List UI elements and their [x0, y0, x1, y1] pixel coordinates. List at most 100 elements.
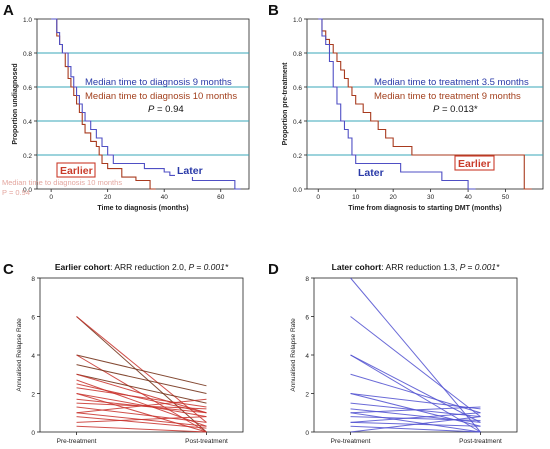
y-tick-label: 8: [31, 276, 35, 283]
x-tick-label: 10: [352, 194, 360, 201]
p-value-annotation: P = 0.94: [148, 104, 184, 115]
km-plot-b: 0.0 0.2 0.4 0.6 0.8 1.0 0 10 20 30 40 50 Proportion …: [282, 17, 544, 212]
x-category-label: Pre-treatment: [331, 438, 371, 445]
patient-line: [350, 393, 481, 410]
y-tick-label: 0.6: [23, 85, 32, 92]
y-tick-label: 4: [305, 353, 309, 360]
y-tick-label: 1.0: [293, 17, 302, 24]
panel-title: Later cohort: ARR reduction 1.3, P = 0.0…: [332, 262, 500, 272]
patient-line: [76, 425, 207, 433]
y-tick-label: 4: [31, 353, 35, 360]
panel-title: Earlier cohort: ARR reduction 2.0, P = 0…: [55, 262, 229, 272]
y-axis-label: Proportion undiagnosed: [12, 63, 19, 144]
y-tick-label: 8: [305, 276, 309, 283]
patient-line: [76, 393, 207, 433]
y-tick-label: 0.4: [293, 119, 302, 126]
patient-line: [76, 364, 207, 394]
median-earlier-annotation: Median time to treatment 9 months: [374, 91, 521, 102]
p-number: = 0.94: [154, 104, 183, 115]
arr-plot-c: Earlier cohort: ARR reduction 2.0, P = 0…: [16, 262, 244, 445]
patient-line: [350, 354, 481, 423]
x-category-label: Pre-treatment: [57, 438, 97, 445]
y-axis-label: Annualised Relapse Rate: [16, 318, 23, 392]
median-later-annotation: Median time to diagnosis 9 months: [85, 77, 232, 88]
x-tick-label: 0: [316, 194, 320, 201]
later-label: Later: [177, 165, 203, 177]
y-tick-label: 0.6: [293, 85, 302, 92]
patient-line: [76, 393, 207, 418]
y-tick-label: 0.0: [293, 187, 302, 194]
faded-overlay-text: Median time to diagnosis 10 months: [2, 178, 122, 187]
arr-plot-d: Later cohort: ARR reduction 1.3, P = 0.0…: [290, 262, 518, 445]
patient-line: [76, 316, 207, 423]
p-number: = 0.001*: [194, 262, 229, 272]
x-axis-label: Time to diagnosis (months): [97, 205, 188, 212]
patient-line: [350, 425, 481, 433]
y-axis-label: Proportion pre-treatment: [282, 62, 289, 146]
patient-line: [76, 373, 207, 404]
patient-line: [350, 416, 481, 421]
panel-letter-c: C: [3, 261, 14, 278]
x-category-label: Post-treatment: [185, 438, 228, 445]
x-tick-label: 60: [217, 194, 225, 201]
patient-line: [76, 373, 207, 414]
plot-frame: [306, 18, 544, 190]
p-value-annotation: P = 0.013*: [433, 104, 478, 115]
median-later-annotation: Median time to treatment 3.5 months: [374, 77, 529, 88]
y-tick-label: 0: [305, 430, 309, 437]
patient-line: [350, 412, 481, 433]
cohort-name: Earlier cohort: [55, 262, 110, 272]
y-tick-label: 0.8: [293, 51, 302, 58]
panel-letter-a: A: [3, 2, 14, 19]
faded-overlay-text: P = 0.94: [2, 188, 30, 197]
patient-line: [350, 412, 481, 423]
y-tick-label: 6: [31, 315, 35, 322]
patient-line: [76, 354, 207, 387]
later-label-box: [175, 163, 208, 177]
y-tick-label: 6: [305, 315, 309, 322]
km-curve-earlier: [318, 18, 532, 190]
earlier-label: Earlier: [60, 165, 93, 177]
y-tick-label: 0.2: [23, 153, 32, 160]
y-tick-label: 2: [31, 392, 35, 399]
x-tick-label: 30: [427, 194, 435, 201]
p-symbol: P: [433, 104, 440, 115]
patient-line: [76, 398, 207, 414]
km-curve-later: [51, 18, 241, 190]
patient-line: [76, 387, 207, 408]
earlier-label: Earlier: [458, 158, 491, 170]
title-text: : ARR reduction 2.0,: [110, 262, 188, 272]
patient-line: [76, 416, 207, 423]
x-category-label: Post-treatment: [459, 438, 502, 445]
x-axis-label: Time from diagnosis to starting DMT (mon…: [348, 205, 501, 212]
title-text: : ARR reduction 1.3,: [381, 262, 459, 272]
x-tick-label: 20: [104, 194, 112, 201]
earlier-label-box: [56, 162, 96, 178]
y-tick-label: 1.0: [23, 17, 32, 24]
y-tick-label: 0.2: [293, 153, 302, 160]
patient-line: [350, 416, 481, 433]
patient-line: [76, 379, 207, 427]
p-symbol: P: [189, 262, 195, 272]
p-symbol: P: [148, 104, 155, 115]
earlier-label-box: [454, 155, 495, 171]
patient-line: [76, 406, 207, 423]
x-tick-label: 50: [502, 194, 510, 201]
patient-line: [350, 316, 481, 417]
p-symbol: P: [460, 262, 466, 272]
y-tick-label: 0: [31, 430, 35, 437]
plot-frame: [36, 18, 250, 190]
p-number: = 0.013*: [439, 104, 478, 115]
later-label: Later: [358, 167, 384, 179]
km-plot-a: 0.0 0.2 0.4 0.6 0.8 1.0 0 20 40 60 Proportion undi…: [2, 17, 250, 212]
panel-letter-d: D: [268, 261, 279, 278]
cohort-name: Later cohort: [332, 262, 382, 272]
y-tick-label: 0.8: [23, 51, 32, 58]
y-tick-label: 2: [305, 392, 309, 399]
p-number: = 0.001*: [465, 262, 500, 272]
y-tick-label: 0.4: [23, 119, 32, 126]
km-curve-later: [318, 18, 476, 190]
x-tick-label: 40: [464, 194, 472, 201]
x-tick-label: 0: [49, 194, 53, 201]
